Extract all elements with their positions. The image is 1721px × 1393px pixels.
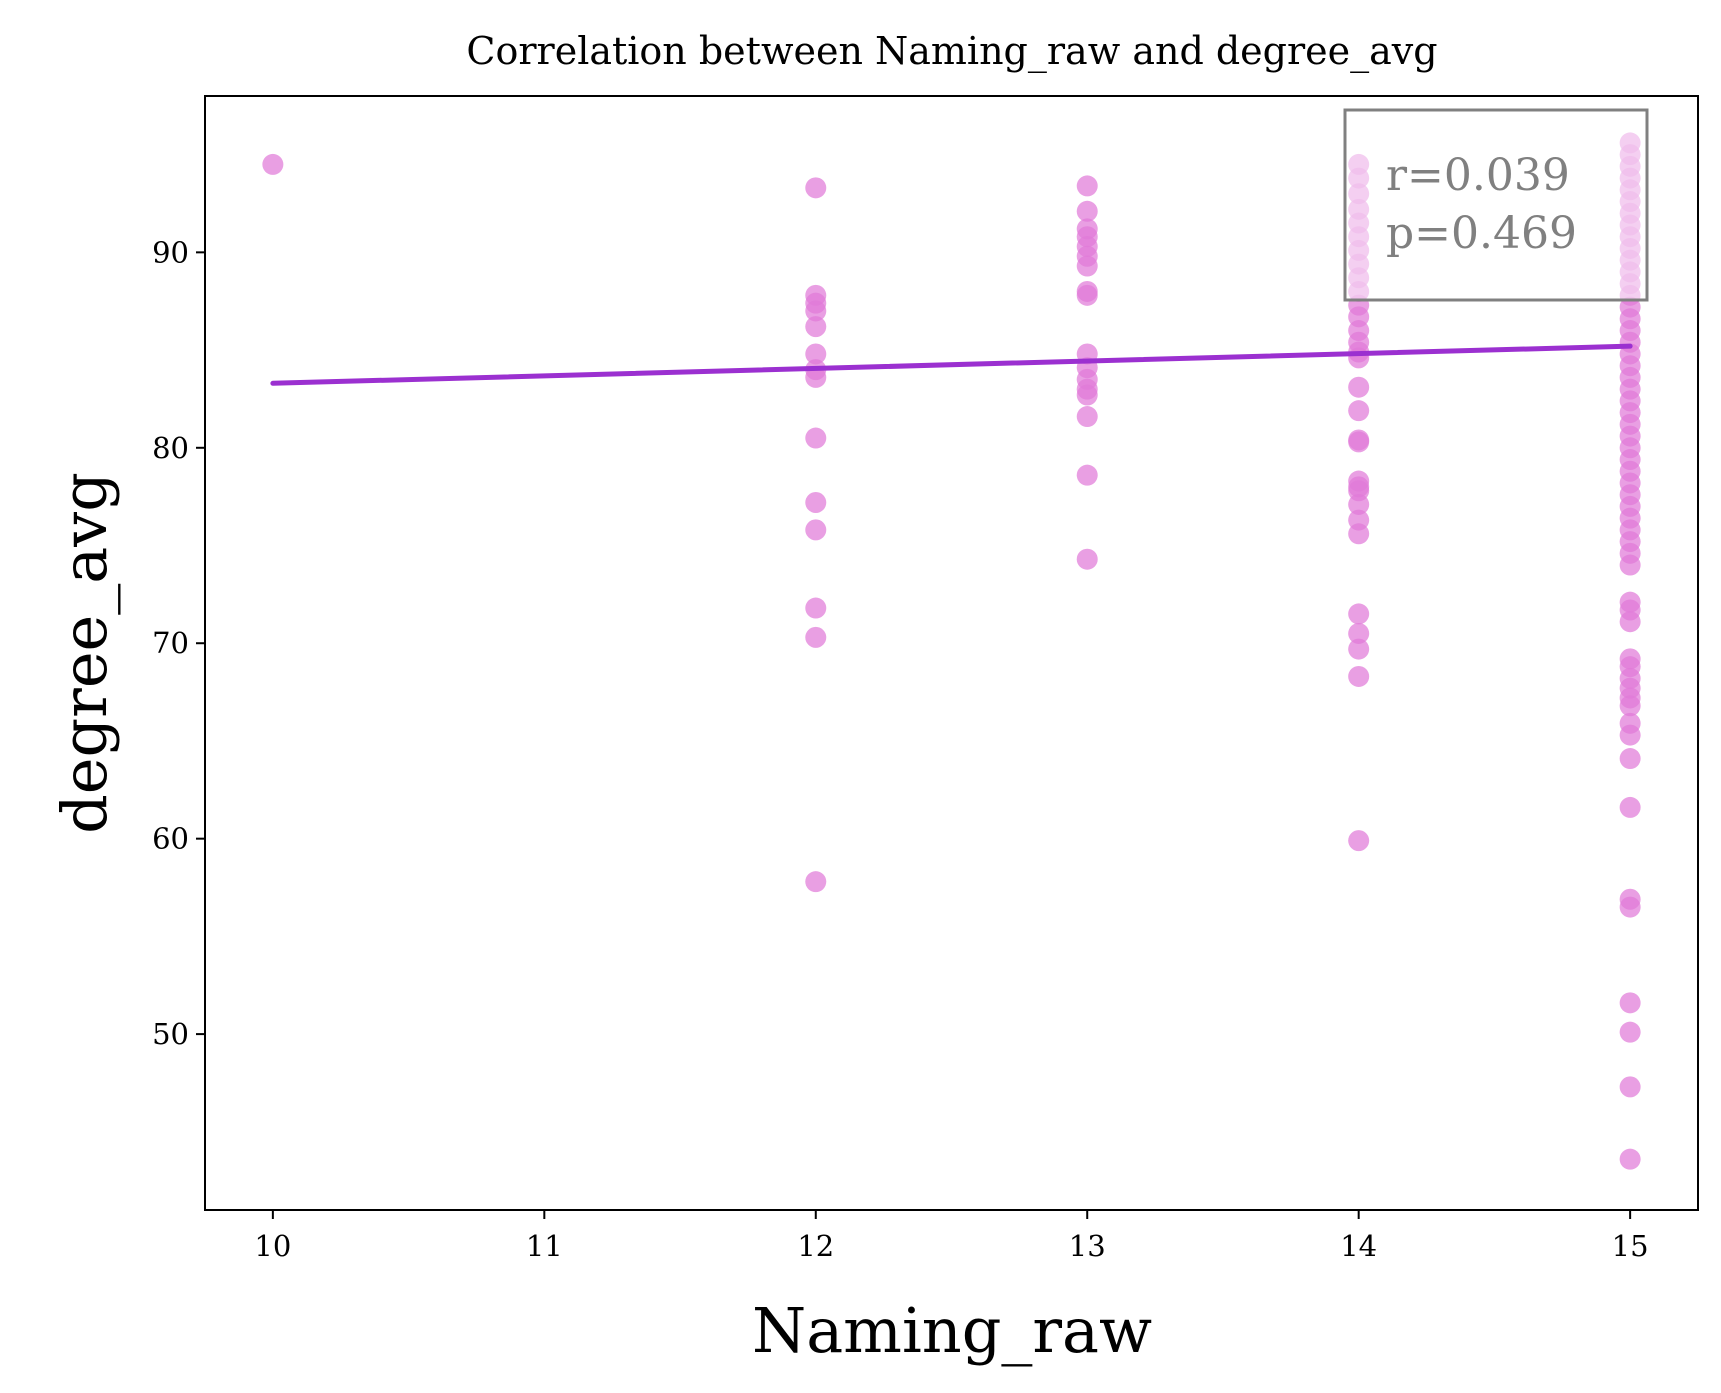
- x-tick-label: 10: [254, 1229, 291, 1263]
- x-tick-label: 14: [1340, 1229, 1377, 1263]
- y-axis-label: degree_avg: [48, 472, 121, 834]
- data-point: [1619, 695, 1641, 717]
- x-tick-label: 11: [526, 1229, 563, 1263]
- data-point: [805, 492, 827, 514]
- x-axis-label: Naming_raw: [752, 1294, 1152, 1367]
- stats-box-frame: [1343, 108, 1649, 302]
- data-point: [1348, 622, 1370, 644]
- data-point: [1348, 830, 1370, 852]
- data-point: [805, 316, 827, 338]
- stat-r-value: r=0.039: [1386, 150, 1570, 201]
- data-point: [1076, 284, 1098, 306]
- data-point: [1348, 493, 1370, 515]
- data-point: [805, 343, 827, 365]
- data-point: [805, 871, 827, 893]
- y-tick-label: 60: [152, 822, 189, 856]
- x-axis-ticks: 10 11 12 13 14 15: [254, 1210, 1649, 1263]
- data-point: [1348, 523, 1370, 545]
- y-tick-label: 80: [152, 431, 189, 465]
- data-point: [1076, 464, 1098, 486]
- data-point: [1619, 992, 1641, 1014]
- data-point: [1619, 896, 1641, 918]
- data-point: [1619, 554, 1641, 576]
- regression-line: [270, 343, 1633, 386]
- y-axis-ticks: 50 60 70 80 90: [152, 235, 205, 1051]
- data-point: [805, 626, 827, 648]
- data-point: [1619, 611, 1641, 633]
- data-point: [1348, 638, 1370, 660]
- data-point: [1076, 548, 1098, 570]
- plot-frame: [204, 95, 1699, 1211]
- data-point: [1619, 1021, 1641, 1043]
- data-point: [1619, 796, 1641, 818]
- data-point: [1619, 724, 1641, 746]
- data-point: [1348, 376, 1370, 398]
- y-tick-label: 70: [152, 626, 189, 660]
- data-point: [1076, 406, 1098, 428]
- data-point: [805, 427, 827, 449]
- x-tick-label: 13: [1069, 1229, 1106, 1263]
- data-point: [1619, 1076, 1641, 1098]
- data-point: [1348, 603, 1370, 625]
- data-point: [1348, 665, 1370, 687]
- data-point: [1076, 175, 1098, 197]
- data-point: [805, 597, 827, 619]
- data-point: [1076, 384, 1098, 406]
- stats-box: r=0.039 p=0.469: [1343, 108, 1649, 302]
- y-tick-label: 90: [152, 235, 189, 269]
- data-point: [1076, 200, 1098, 222]
- data-point: [1348, 400, 1370, 422]
- stat-p-value: p=0.469: [1386, 208, 1577, 259]
- data-point: [805, 366, 827, 388]
- data-point: [1619, 748, 1641, 770]
- data-point: [1619, 1148, 1641, 1170]
- regression-layer: [270, 343, 1633, 386]
- data-point: [805, 300, 827, 322]
- x-tick-label: 15: [1612, 1229, 1649, 1263]
- chart-title: Correlation between Naming_raw and degre…: [466, 29, 1437, 74]
- data-point: [805, 177, 827, 199]
- y-tick-label: 50: [152, 1017, 189, 1051]
- data-point: [1348, 431, 1370, 453]
- data-point: [1348, 347, 1370, 369]
- data-point: [805, 519, 827, 541]
- data-point: [1076, 255, 1098, 277]
- x-tick-label: 12: [797, 1229, 834, 1263]
- data-point: [262, 153, 284, 175]
